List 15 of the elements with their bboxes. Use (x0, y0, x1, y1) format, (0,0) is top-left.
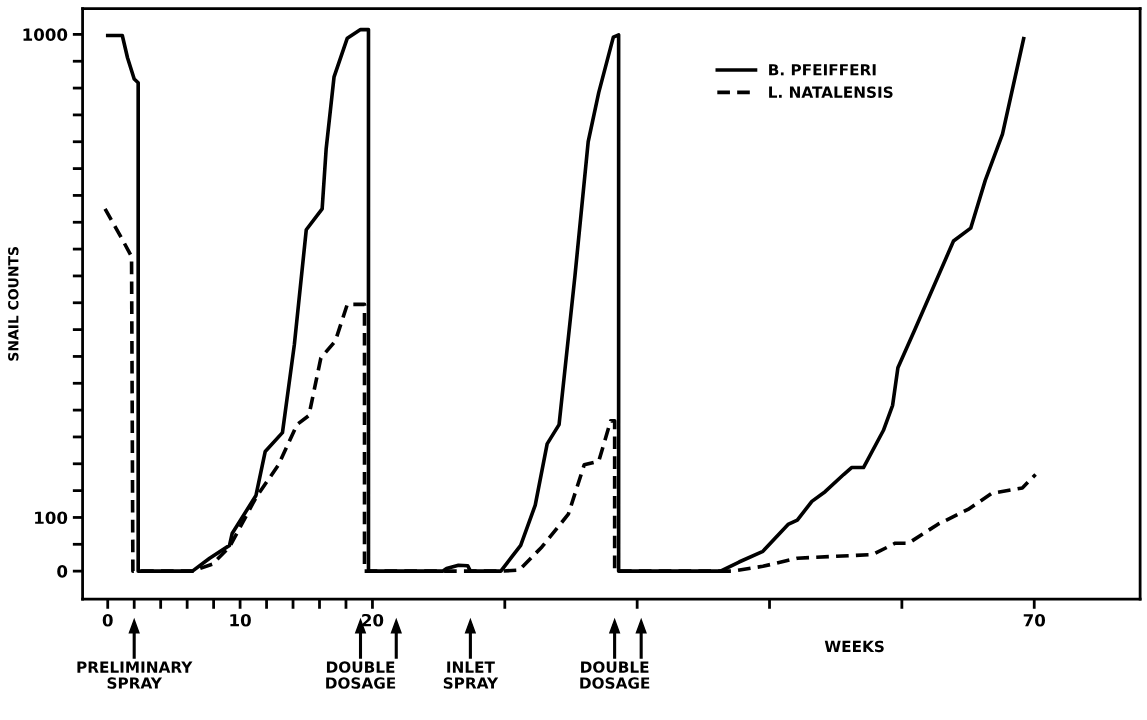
text: DOUBLE DOSAGE (326, 661, 396, 689)
x-tick-label: 20 (362, 613, 384, 627)
x-tick-label: 0 (102, 613, 113, 627)
legend-label: L. NATALENSIS (769, 86, 893, 98)
legend-label: B. PFEIFFERI (769, 64, 876, 76)
x-tick-label: 10 (230, 613, 251, 627)
y-tick-label: 100 (35, 511, 68, 525)
text: PRELIMINARY SPRAY (77, 661, 193, 689)
text: DOUBLE DOSAGE (580, 661, 650, 689)
y-tick-label: 0 (57, 565, 68, 578)
y-axis-title: SNAIL COUNTS (8, 247, 19, 361)
text: INLET SPRAY (443, 661, 499, 689)
y-tick-label: 1000 (23, 28, 68, 41)
x-tick-label: 70 (1023, 613, 1046, 627)
x-axis-title: WEEKS (824, 640, 884, 653)
